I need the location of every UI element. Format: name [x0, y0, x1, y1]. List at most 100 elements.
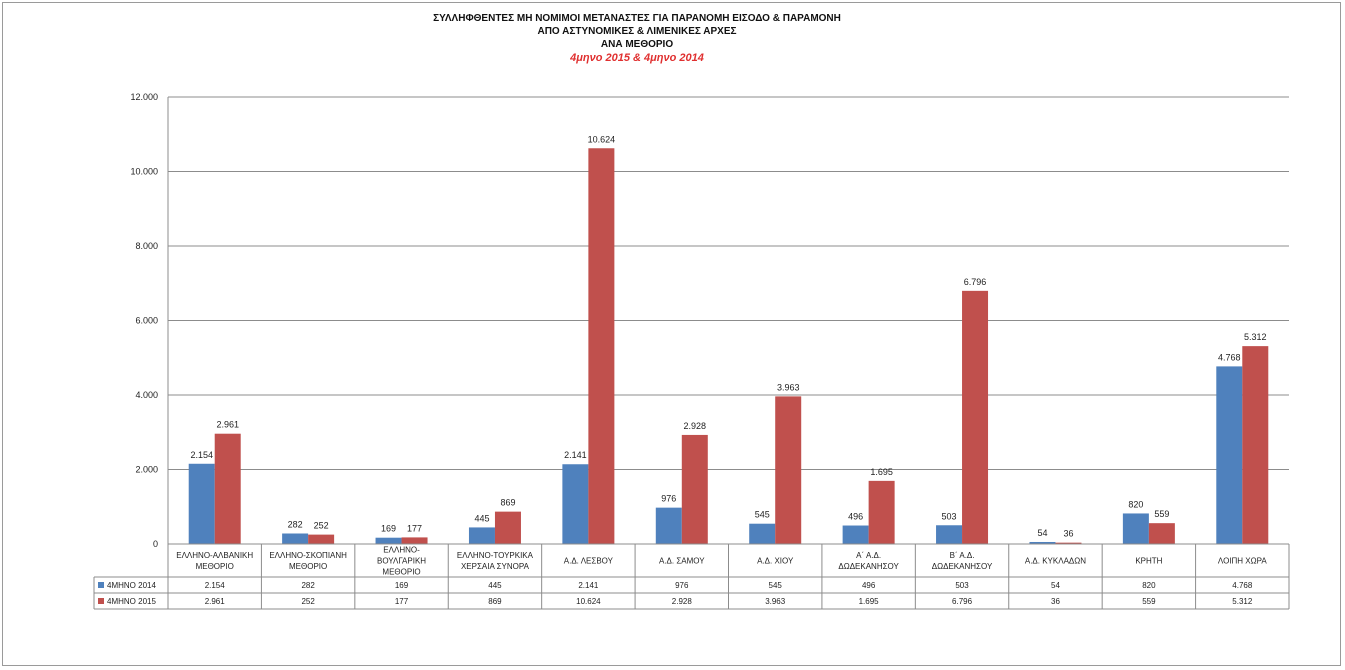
bar-value-label: 445: [474, 513, 489, 523]
table-value: 2.141: [578, 581, 599, 590]
bar-2014: [936, 525, 963, 544]
bar-value-label: 1.695: [870, 467, 893, 477]
bar-value-label: 5.312: [1244, 332, 1267, 342]
chart-title-line-1: ΣΥΛΛΗΦΘΕΝΤΕΣ ΜΗ ΝΟΜΙΜΟΙ ΜΕΤΑΝΑΣΤΕΣ ΓΙΑ Π…: [433, 13, 841, 24]
bar-2015: [1242, 346, 1269, 544]
bar-value-label: 2.928: [684, 421, 707, 431]
table-value: 169: [395, 581, 409, 590]
bar-value-label: 545: [755, 510, 770, 520]
legend-swatch-2014: [98, 582, 104, 588]
table-value: 1.695: [859, 597, 880, 606]
table-value: 976: [675, 581, 689, 590]
table-value: 282: [301, 581, 315, 590]
category-label: ΕΛΛΗΝΟ-ΣΚΟΠΙΑΝΗ ΜΕΘΟΡΙΟ: [269, 551, 347, 571]
table-value: 820: [1142, 581, 1156, 590]
bar-value-label: 2.154: [190, 450, 213, 460]
table-value: 545: [769, 581, 783, 590]
bar-2015: [214, 433, 241, 544]
y-tick-label: 4.000: [135, 390, 158, 400]
legend-swatch-2015: [98, 598, 104, 604]
y-tick-label: 6.000: [135, 316, 158, 326]
table-value: 4.768: [1232, 581, 1253, 590]
category-label: Α.Δ. ΣΑΜΟΥ: [659, 557, 705, 566]
bar-value-label: 559: [1154, 509, 1169, 519]
category-label: Α.Δ. ΧΙΟΥ: [757, 557, 794, 566]
chart-title-line-2: ΑΠΟ ΑΣΤΥΝΟΜΙΚΕΣ & ΛΙΜΕΝΙΚΕΣ ΑΡΧΕΣ: [537, 26, 737, 37]
table-value: 869: [488, 597, 502, 606]
table-value: 2.961: [205, 597, 226, 606]
bar-2015: [308, 534, 335, 544]
bar-2014: [282, 533, 309, 544]
bar-2014: [842, 525, 869, 544]
bar-2015: [775, 396, 802, 544]
table-value: 10.624: [576, 597, 601, 606]
bar-2015: [401, 537, 428, 544]
bar-2015: [962, 290, 989, 544]
bar-value-label: 3.963: [777, 382, 800, 392]
category-label: ΕΛΛΗΝΟ-ΤΟΥΡΚΙΚΑ ΧΕΡΣΑΙΑ ΣΥΝΟΡΑ: [457, 551, 534, 571]
bar-value-label: 976: [661, 494, 676, 504]
bar-2015: [1055, 542, 1082, 544]
bar-value-label: 4.768: [1218, 352, 1241, 362]
bar-2015: [588, 148, 615, 545]
bar-value-label: 503: [942, 511, 957, 521]
bar-value-label: 6.796: [964, 277, 987, 287]
bar-value-label: 869: [500, 498, 515, 508]
bar-2014: [468, 527, 495, 544]
table-value: 54: [1051, 581, 1060, 590]
bar-value-label: 10.624: [588, 134, 616, 144]
bar-2015: [1148, 523, 1175, 544]
category-label: Α.Δ. ΛΕΣΒΟΥ: [564, 557, 614, 566]
table-value: 252: [301, 597, 315, 606]
table-value: 496: [862, 581, 876, 590]
bar-2015: [868, 480, 895, 544]
category-label: ΚΡΗΤΗ: [1135, 557, 1162, 566]
table-value: 2.928: [672, 597, 693, 606]
bar-value-label: 252: [314, 521, 329, 531]
legend-label: 4ΜΗΝΟ 2014: [107, 581, 156, 590]
bar-2015: [494, 511, 521, 544]
table-value: 6.796: [952, 597, 973, 606]
bar-2014: [562, 464, 589, 544]
category-label: Α΄ Α.Δ. ΔΩΔΕΚΑΝΗΣΟΥ: [838, 551, 899, 571]
category-label: Α.Δ. ΚΥΚΛΑΔΩΝ: [1025, 557, 1086, 566]
table-value: 559: [1142, 597, 1156, 606]
table-value: 5.312: [1232, 597, 1253, 606]
bar-2015: [681, 434, 708, 544]
bar-2014: [188, 463, 215, 544]
bar-2014: [1029, 541, 1056, 544]
table-value: 3.963: [765, 597, 786, 606]
bar-value-label: 496: [848, 512, 863, 522]
bar-value-label: 177: [407, 523, 422, 533]
category-label: ΕΛΛΗΝΟ-ΒΟΥΛΓΑΡΙΚΗ ΜΕΘΟΡΙΟ: [377, 546, 426, 577]
y-tick-label: 8.000: [135, 241, 158, 251]
chart-title-line-3: ΑΝΑ ΜΕΘΟΡΙΟ: [600, 39, 674, 50]
bar-value-label: 36: [1063, 529, 1073, 539]
bar-value-label: 54: [1037, 528, 1047, 538]
legend-label: 4ΜΗΝΟ 2015: [107, 597, 156, 606]
table-value: 2.154: [205, 581, 226, 590]
bar-2014: [375, 537, 402, 544]
bar-value-label: 2.961: [216, 420, 239, 430]
bar-2014: [655, 507, 682, 544]
table-value: 36: [1051, 597, 1060, 606]
y-tick-label: 12.000: [130, 92, 158, 102]
table-value: 177: [395, 597, 409, 606]
bar-2014: [1216, 366, 1243, 544]
category-label: ΕΛΛΗΝΟ-ΑΛΒΑΝΙΚΗ ΜΕΘΟΡΙΟ: [176, 551, 253, 571]
y-tick-label: 10.000: [130, 167, 158, 177]
bar-value-label: 2.141: [564, 450, 587, 460]
bar-value-label: 282: [288, 519, 303, 529]
bar-value-label: 169: [381, 524, 396, 534]
bar-value-label: 820: [1128, 499, 1143, 509]
category-label: Β΄ Α.Δ. ΔΩΔΕΚΑΝΗΣΟΥ: [932, 551, 993, 571]
table-value: 503: [955, 581, 969, 590]
category-label: ΛΟΙΠΗ ΧΩΡΑ: [1218, 557, 1267, 566]
chart-subtitle: 4μηνο 2015 & 4μηνο 2014: [570, 52, 704, 64]
bar-2014: [1122, 513, 1149, 544]
y-tick-label: 2.000: [135, 465, 158, 475]
bar-2014: [749, 523, 776, 544]
y-tick-label: 0: [153, 539, 158, 549]
